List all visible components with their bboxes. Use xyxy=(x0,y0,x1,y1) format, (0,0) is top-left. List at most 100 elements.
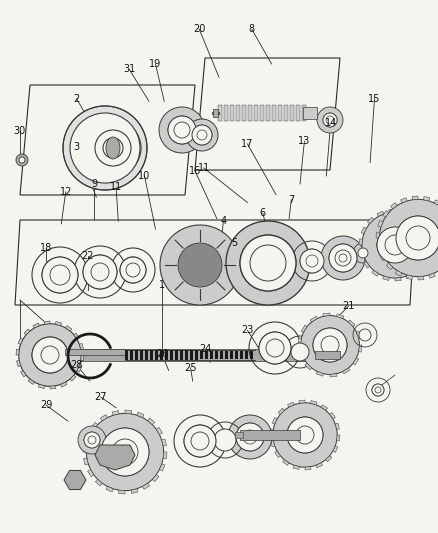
Polygon shape xyxy=(412,214,418,220)
Polygon shape xyxy=(137,412,144,417)
Bar xyxy=(130,350,133,360)
Polygon shape xyxy=(406,275,413,280)
Circle shape xyxy=(214,429,236,451)
Polygon shape xyxy=(395,278,401,281)
Circle shape xyxy=(32,337,68,373)
Circle shape xyxy=(326,116,334,124)
Polygon shape xyxy=(426,233,431,239)
Bar xyxy=(236,105,240,121)
Circle shape xyxy=(112,439,138,465)
Polygon shape xyxy=(156,427,162,434)
Polygon shape xyxy=(17,360,21,367)
Circle shape xyxy=(406,226,430,250)
Polygon shape xyxy=(391,203,397,209)
Bar xyxy=(278,105,282,121)
Circle shape xyxy=(291,343,309,361)
Circle shape xyxy=(192,125,212,145)
Text: 23: 23 xyxy=(241,326,254,335)
Text: 13: 13 xyxy=(298,136,311,146)
Circle shape xyxy=(236,423,264,451)
Circle shape xyxy=(379,199,438,277)
Polygon shape xyxy=(412,196,418,200)
Polygon shape xyxy=(66,326,72,331)
Bar xyxy=(205,351,208,359)
Polygon shape xyxy=(353,358,359,365)
Polygon shape xyxy=(70,375,76,381)
Polygon shape xyxy=(378,221,383,227)
Polygon shape xyxy=(77,366,82,372)
Ellipse shape xyxy=(106,137,120,159)
Polygon shape xyxy=(24,329,30,335)
Circle shape xyxy=(83,255,117,289)
Circle shape xyxy=(160,225,240,305)
Polygon shape xyxy=(272,417,277,424)
Polygon shape xyxy=(21,370,26,377)
Circle shape xyxy=(101,428,149,476)
Polygon shape xyxy=(311,400,317,405)
Circle shape xyxy=(95,130,131,166)
Polygon shape xyxy=(142,483,150,489)
Bar xyxy=(230,105,234,121)
Polygon shape xyxy=(299,400,305,403)
Circle shape xyxy=(372,384,384,396)
Circle shape xyxy=(101,428,149,476)
Circle shape xyxy=(83,255,117,289)
Bar xyxy=(65,349,315,361)
Polygon shape xyxy=(376,244,381,250)
Circle shape xyxy=(377,227,413,263)
Circle shape xyxy=(396,216,438,260)
Polygon shape xyxy=(79,343,84,350)
Text: 18: 18 xyxy=(40,243,52,253)
Polygon shape xyxy=(275,451,280,457)
Polygon shape xyxy=(293,465,300,470)
Circle shape xyxy=(32,337,68,373)
Bar xyxy=(225,351,228,359)
Bar xyxy=(155,350,158,360)
Polygon shape xyxy=(85,433,91,440)
Polygon shape xyxy=(336,314,344,319)
Polygon shape xyxy=(427,245,431,251)
Polygon shape xyxy=(305,467,311,470)
Text: 24: 24 xyxy=(200,344,212,354)
Polygon shape xyxy=(406,273,413,279)
Circle shape xyxy=(317,107,343,133)
Polygon shape xyxy=(299,352,304,359)
Polygon shape xyxy=(84,458,88,465)
Polygon shape xyxy=(301,325,307,332)
Circle shape xyxy=(372,384,384,396)
Bar xyxy=(65,349,125,355)
Bar xyxy=(224,105,228,121)
Polygon shape xyxy=(389,209,395,212)
Bar xyxy=(235,351,238,359)
Polygon shape xyxy=(359,345,362,352)
Bar xyxy=(213,109,218,117)
Polygon shape xyxy=(106,487,113,492)
Circle shape xyxy=(250,245,286,281)
Circle shape xyxy=(362,212,428,278)
Text: 31: 31 xyxy=(123,64,135,74)
Circle shape xyxy=(287,417,323,453)
Circle shape xyxy=(78,426,106,454)
Circle shape xyxy=(321,236,365,280)
Text: 12: 12 xyxy=(60,187,72,197)
Bar xyxy=(175,350,178,360)
Polygon shape xyxy=(125,410,131,414)
Circle shape xyxy=(300,249,324,273)
Circle shape xyxy=(329,244,357,272)
Polygon shape xyxy=(64,471,86,489)
Polygon shape xyxy=(420,222,426,229)
Polygon shape xyxy=(380,254,385,261)
Text: 6: 6 xyxy=(260,208,266,218)
Polygon shape xyxy=(395,271,402,276)
Circle shape xyxy=(42,257,78,293)
Circle shape xyxy=(377,227,413,263)
Polygon shape xyxy=(148,418,155,425)
Circle shape xyxy=(240,235,296,291)
Bar xyxy=(170,350,173,360)
Polygon shape xyxy=(18,338,23,344)
Polygon shape xyxy=(159,464,165,471)
Circle shape xyxy=(243,430,257,444)
Polygon shape xyxy=(83,446,87,452)
Circle shape xyxy=(396,216,438,260)
Circle shape xyxy=(323,113,337,127)
